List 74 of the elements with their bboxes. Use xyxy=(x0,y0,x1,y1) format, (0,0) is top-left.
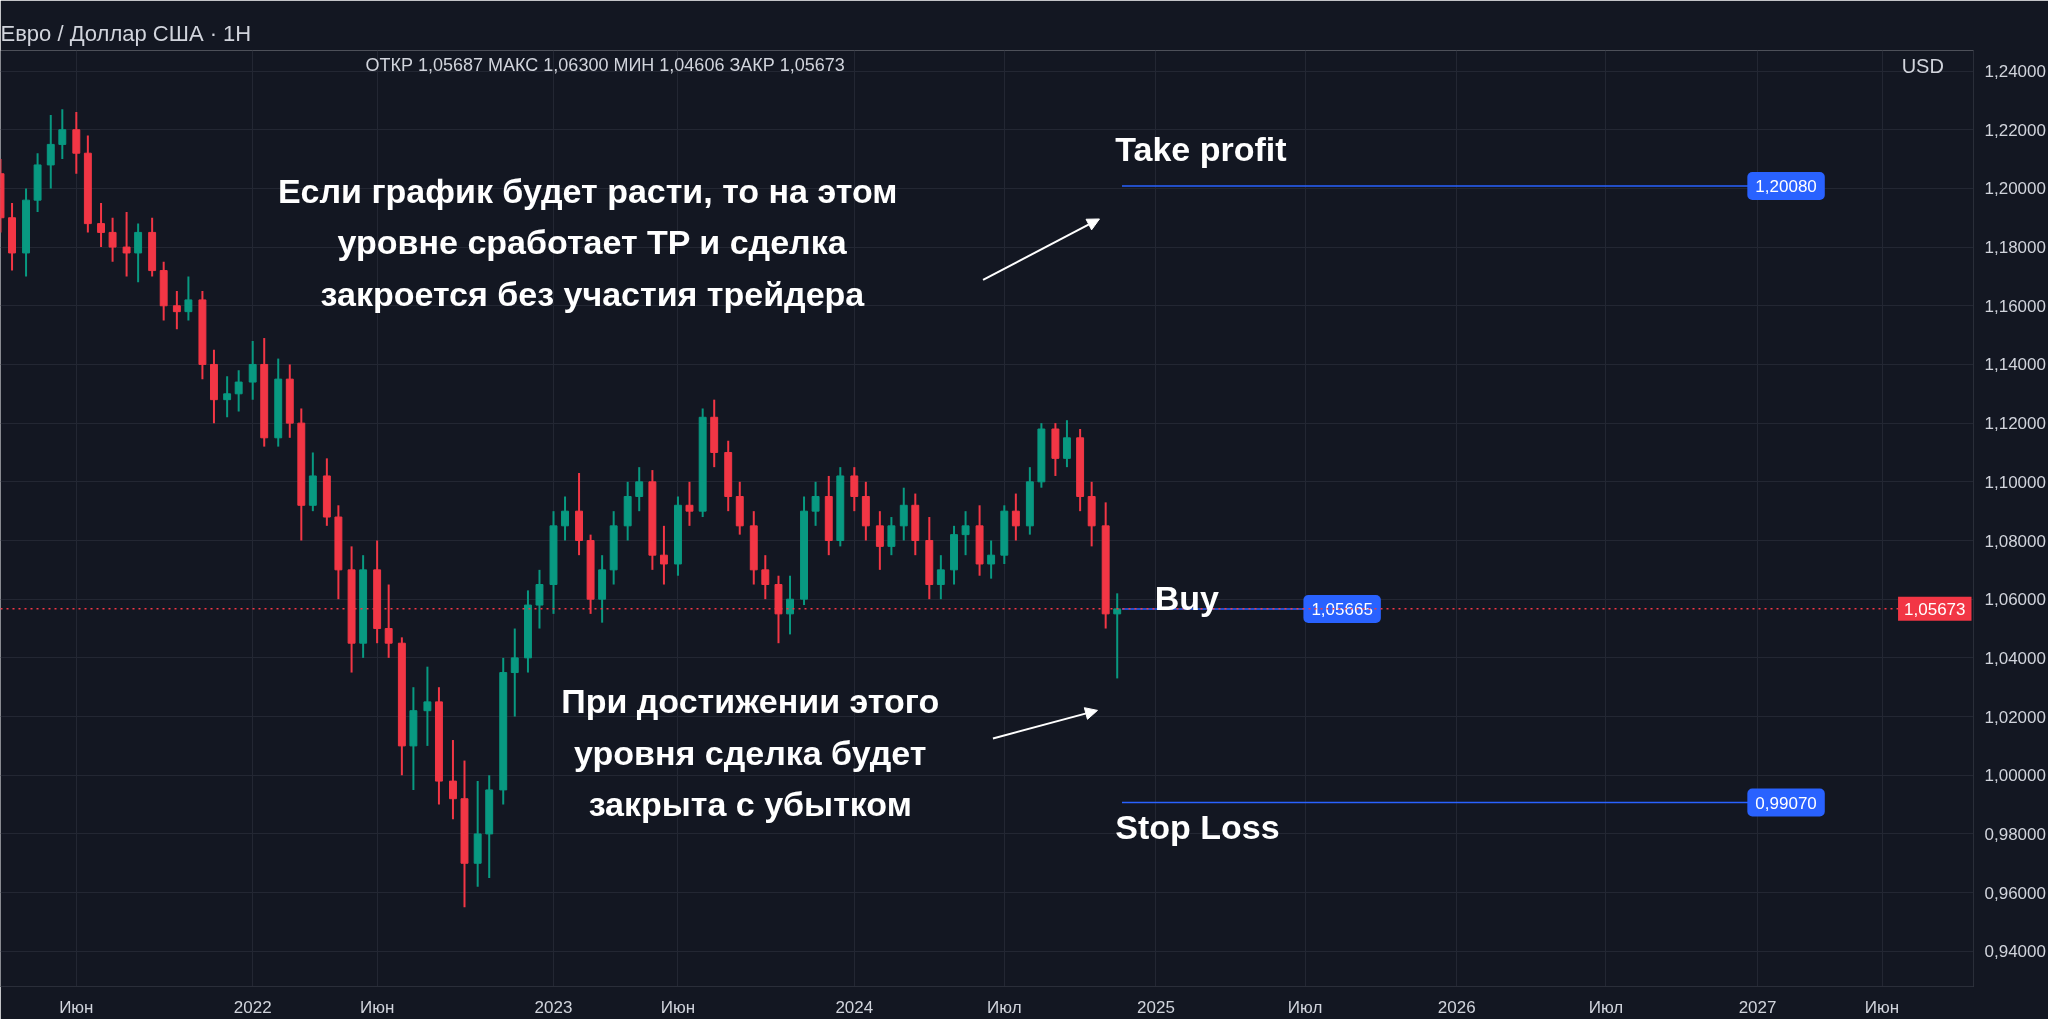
x-tick-label: Июл xyxy=(1588,997,1624,1017)
candlestick xyxy=(811,480,820,527)
y-tick-label: 1,16000 xyxy=(1984,296,2046,316)
candlestick xyxy=(936,554,945,601)
candlestick xyxy=(1113,592,1122,680)
x-tick-label: Июн xyxy=(59,997,94,1017)
annotation: Если график будет расти, то на этом уровне сработает TP и сделка закроется без участия трейдера xyxy=(277,172,898,313)
x-tick-label: Июл xyxy=(1287,997,1323,1017)
candlestick xyxy=(1062,419,1071,469)
candlestick xyxy=(561,495,569,542)
annotation: Stop Loss xyxy=(1115,808,1280,847)
x-tick-label: 2023 xyxy=(534,997,573,1017)
x-tick-label: Июн xyxy=(1864,997,1900,1017)
candlestick xyxy=(184,275,193,322)
candlestick xyxy=(875,510,884,571)
y-tick-label: 1,10000 xyxy=(1984,472,2046,492)
candlestick xyxy=(510,627,519,718)
y-tick-label: 1,04000 xyxy=(1984,648,2046,668)
annotation: ОТКР 1,05687 МАКС 1,06300 МИН 1,04606 ЗАКР 1,05673 xyxy=(365,55,845,76)
y-tick-label: 1,08000 xyxy=(1984,531,2046,551)
y-tick-label: 1,18000 xyxy=(1984,238,2046,258)
candlestick xyxy=(72,111,81,175)
candlestick xyxy=(786,574,794,636)
x-tick-label: Июн xyxy=(660,997,696,1017)
annotation: Buy xyxy=(1154,579,1220,618)
y-tick-label: 1,02000 xyxy=(1984,707,2046,727)
chart-title: Евро / Доллар США · 1Н xyxy=(0,20,252,46)
x-tick-label: Июл xyxy=(987,997,1022,1017)
candlestick xyxy=(134,222,143,284)
y-tick-label: 1,22000 xyxy=(1984,120,2046,140)
ref-line-label: 1,05673 xyxy=(1904,599,1966,619)
x-tick-label: 2022 xyxy=(233,997,272,1017)
candlestick xyxy=(961,510,970,557)
y-tick-label: 1,00000 xyxy=(1984,766,2046,786)
y-tick-label: 0,94000 xyxy=(1984,942,2046,962)
x-tick-label: 2025 xyxy=(1137,997,1175,1017)
ref-line-label: 1,20080 xyxy=(1755,177,1817,197)
candlestick xyxy=(122,210,131,278)
candlestick xyxy=(172,290,181,331)
annotation: USD xyxy=(1901,55,1944,78)
candlestick xyxy=(223,375,232,419)
annotation: При достижении этого уровня сделка будет закрыта с убытком xyxy=(561,682,940,823)
y-tick-label: 0,98000 xyxy=(1984,824,2046,844)
y-tick-label: 1,14000 xyxy=(1984,355,2046,375)
candlestick xyxy=(987,539,996,580)
x-tick-label: Июн xyxy=(359,997,395,1017)
candlestick xyxy=(97,202,106,249)
candlestick xyxy=(685,480,694,527)
ref-line-label: 0,99070 xyxy=(1755,793,1817,813)
candlestick xyxy=(234,369,243,413)
y-tick-label: 1,20000 xyxy=(1984,179,2046,199)
candlestick xyxy=(635,466,644,513)
candlestick xyxy=(448,739,457,821)
y-tick-label: 0,96000 xyxy=(1984,883,2046,903)
candlestick xyxy=(887,516,896,557)
candlestick xyxy=(659,524,668,586)
candlestick xyxy=(423,665,432,747)
y-tick-label: 1,06000 xyxy=(1984,590,2046,610)
annotation: Take profit xyxy=(1115,129,1287,168)
candlestick xyxy=(850,466,859,513)
x-tick-label: 2026 xyxy=(1437,997,1476,1017)
candlestick xyxy=(1011,492,1020,542)
ref-line-label: 1,05665 xyxy=(1311,600,1373,620)
candlestick xyxy=(535,568,544,630)
candlestick xyxy=(248,339,257,401)
y-tick-label: 1,24000 xyxy=(1984,62,2046,82)
x-tick-label: 2024 xyxy=(835,997,874,1017)
candlestick xyxy=(899,486,908,542)
x-tick-label: 2027 xyxy=(1738,997,1777,1017)
candlestick xyxy=(761,554,770,601)
candlestick xyxy=(108,216,117,263)
candlestick xyxy=(58,108,67,161)
y-tick-label: 1,12000 xyxy=(1984,414,2046,434)
candlestick xyxy=(46,114,55,190)
